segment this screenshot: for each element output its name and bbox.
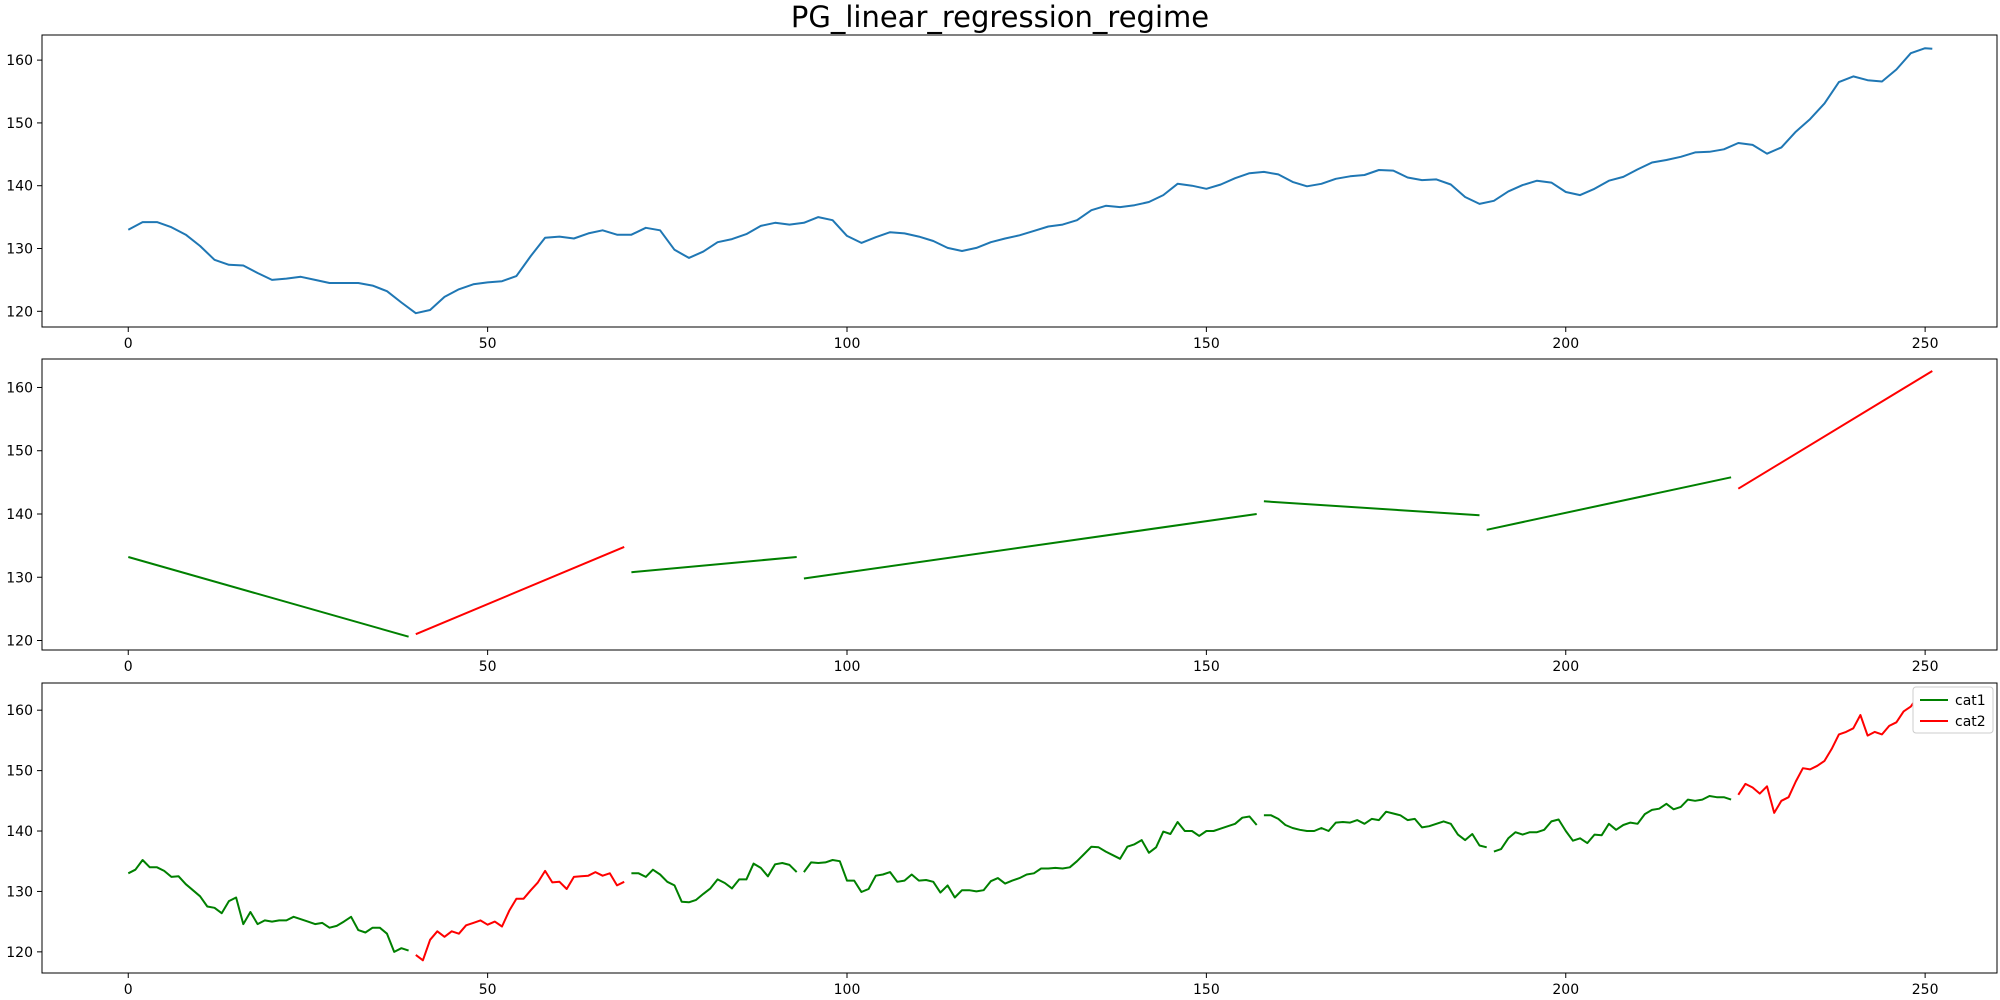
x-tick-label: 50 xyxy=(479,982,497,998)
segment-line-cat1 xyxy=(803,513,1257,580)
segment-line-cat2 xyxy=(1737,695,1933,814)
y-tick-label: 150 xyxy=(6,116,33,132)
axes-frame xyxy=(41,34,1998,328)
subplot-1: 0 50 100 150 200 250 120 130 140 150 160 xyxy=(6,34,1998,352)
x-tick-label: 100 xyxy=(834,659,861,675)
x-tick-label: 100 xyxy=(834,336,861,352)
x-tick-label: 150 xyxy=(1193,336,1220,352)
segment-line-cat1 xyxy=(128,556,409,638)
y-tick-label: 160 xyxy=(6,380,33,396)
x-tick-label: 50 xyxy=(479,336,497,352)
subplot-2: 0 50 100 150 200 250 120 130 140 150 160 xyxy=(6,358,1998,675)
segment-line-cat2 xyxy=(415,545,625,636)
legend-label-cat1: cat1 xyxy=(1955,693,1986,709)
axes-frame xyxy=(41,358,1998,651)
segment-line-cat1 xyxy=(1486,476,1732,531)
x-tick-label: 150 xyxy=(1193,982,1220,998)
y-tick-label: 150 xyxy=(6,444,33,460)
y-tick-label: 120 xyxy=(6,945,33,961)
segment-line-cat2 xyxy=(415,869,625,962)
x-tick-label: 150 xyxy=(1193,659,1220,675)
y-tick-label: 120 xyxy=(6,304,33,320)
y-tick-label: 120 xyxy=(6,634,33,650)
segment-line-cat1 xyxy=(631,556,797,574)
x-tick-label: 250 xyxy=(1912,336,1939,352)
axes-frame xyxy=(41,682,1998,974)
x-tick-label: 0 xyxy=(124,982,133,998)
x-tick-label: 50 xyxy=(479,659,497,675)
x-tick-label: 200 xyxy=(1552,336,1579,352)
segment-line-cat2 xyxy=(1737,370,1933,490)
segment-line-cat1 xyxy=(1263,810,1487,849)
legend-label-cat2: cat2 xyxy=(1955,714,1986,730)
x-tick-label: 0 xyxy=(124,659,133,675)
y-tick-label: 130 xyxy=(6,242,33,258)
x-tick-label: 250 xyxy=(1912,659,1939,675)
segment-line-cat1 xyxy=(631,862,798,904)
y-tick-label: 130 xyxy=(6,884,33,900)
series-line xyxy=(127,47,1933,315)
x-tick-label: 200 xyxy=(1552,659,1579,675)
segment-line-cat1 xyxy=(803,815,1258,899)
legend: cat1 cat2 xyxy=(1912,686,1994,734)
segment-line-cat1 xyxy=(1493,795,1732,853)
y-tick-label: 160 xyxy=(6,53,33,69)
y-tick-label: 150 xyxy=(6,764,33,780)
y-tick-label: 130 xyxy=(6,570,33,586)
y-tick-label: 140 xyxy=(6,507,33,523)
x-tick-label: 100 xyxy=(834,982,861,998)
x-tick-label: 200 xyxy=(1552,982,1579,998)
figure-title: PG_linear_regression_regime xyxy=(790,0,1210,34)
segment-line-cat1 xyxy=(127,859,409,953)
x-tick-label: 250 xyxy=(1912,982,1939,998)
segment-line-cat1 xyxy=(1263,500,1480,517)
y-tick-label: 160 xyxy=(6,703,33,719)
x-tick-label: 0 xyxy=(124,336,133,352)
y-tick-label: 140 xyxy=(6,824,33,840)
subplot-3: 0 50 100 150 200 250 120 130 140 150 160 cat1 cat2 xyxy=(6,682,1998,998)
y-tick-label: 140 xyxy=(6,179,33,195)
